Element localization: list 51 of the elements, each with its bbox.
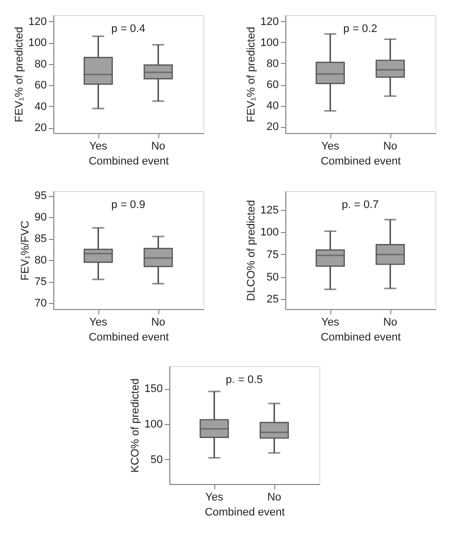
y-tick-label: 50	[266, 271, 279, 284]
annotation: p = 0.4	[111, 23, 146, 35]
y-tick-label: 90	[34, 212, 47, 224]
y-tick-label: 75	[266, 248, 279, 261]
y-tick-label: 150	[144, 383, 163, 396]
x-tick-label: Yes	[89, 140, 108, 152]
y-axis-title: KCO% of predicted	[129, 378, 142, 473]
y-tick-label: 100	[260, 36, 279, 49]
y-tick-label: 100	[260, 226, 279, 239]
y-tick-label: 80	[34, 58, 47, 70]
y-tick-label: 70	[34, 297, 47, 310]
y-tick-label: 50	[150, 454, 163, 466]
y-tick-label: 95	[34, 190, 47, 202]
x-tick-label: No	[151, 316, 166, 328]
y-tick-label: 100	[144, 418, 163, 430]
y-tick-label: 40	[266, 100, 279, 112]
x-tick-label: Yes	[205, 492, 224, 504]
y-axis-title: DLCO% of predicted	[245, 200, 258, 301]
y-tick-label: 80	[266, 58, 279, 70]
y-tick-label: 100	[28, 37, 47, 50]
x-axis-title: Combined event	[320, 156, 401, 168]
x-axis-title: Combined event	[88, 332, 169, 344]
y-axis-title: FEV₁%/FVC	[20, 220, 32, 280]
y-tick-label: 60	[266, 79, 279, 92]
y-tick-label: 85	[34, 233, 47, 246]
x-axis-title: Combined event	[320, 332, 401, 344]
y-tick-label: 75	[34, 276, 47, 288]
y-tick-label: 25	[266, 294, 279, 306]
y-tick-label: 120	[28, 16, 47, 28]
x-tick-label: Yes	[89, 316, 108, 328]
y-axis-title: FEV₁% of predicted	[13, 26, 26, 122]
x-tick-label: No	[267, 492, 282, 504]
x-tick-label: Yes	[321, 316, 340, 328]
x-tick-label: No	[383, 140, 398, 152]
y-tick-label: 120	[260, 16, 279, 28]
annotation: p = 0.2	[343, 23, 378, 35]
y-tick-label: 20	[34, 122, 47, 134]
x-tick-label: Yes	[321, 140, 340, 152]
annotation: p. = 0.5	[226, 374, 263, 386]
y-tick-label: 60	[34, 80, 47, 92]
x-tick-label: No	[151, 140, 166, 152]
y-tick-label: 125	[260, 204, 279, 216]
y-axis-title: FEV₁% of predicted	[245, 26, 258, 122]
annotation: p = 0.9	[111, 199, 146, 211]
y-tick-label: 20	[266, 121, 279, 134]
y-tick-label: 80	[34, 254, 47, 267]
y-tick-label: 40	[34, 100, 47, 113]
x-axis-title: Combined event	[88, 156, 169, 168]
annotation: p. = 0.7	[342, 199, 379, 211]
x-axis-title: Combined event	[204, 506, 285, 518]
x-tick-label: No	[383, 316, 398, 328]
